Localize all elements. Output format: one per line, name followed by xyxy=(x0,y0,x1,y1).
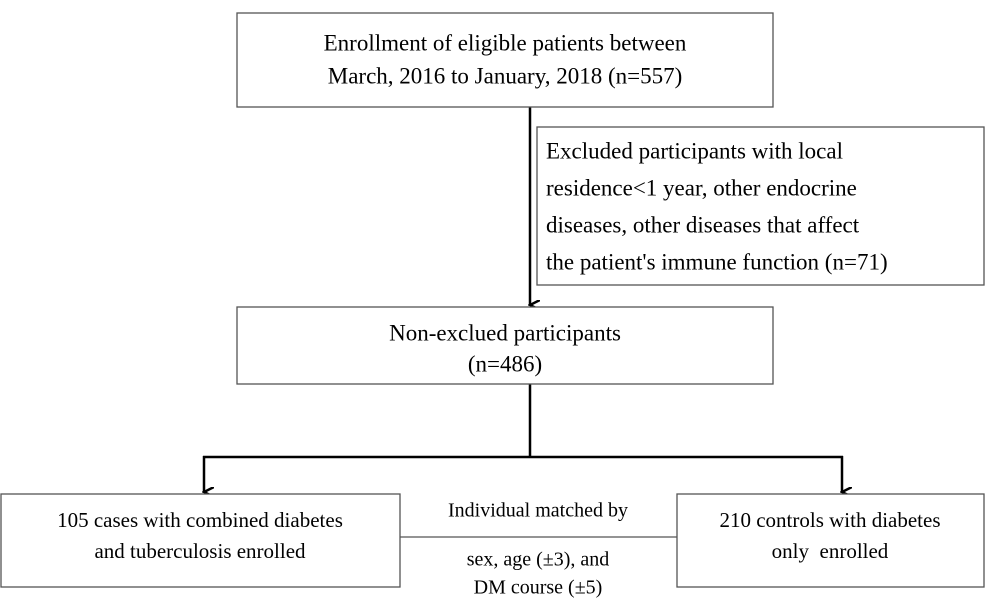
box-text: 210 controls with diabetes xyxy=(719,508,940,532)
excluded-box xyxy=(536,126,985,286)
box-text: 105 cases with combined diabetes xyxy=(57,508,343,532)
controls-box xyxy=(676,493,985,588)
box-text: residence<1 year, other endocrine xyxy=(546,175,857,200)
match-text: sex, age (±3), and xyxy=(467,549,610,571)
box-text: Excluded participants with local xyxy=(546,138,843,163)
box-text: Enrollment of eligible patients between xyxy=(324,30,687,55)
non-excluded-box xyxy=(236,306,774,385)
match-text: Individual matched by xyxy=(448,500,628,522)
box-text: March, 2016 to January, 2018 (n=557) xyxy=(328,63,683,88)
enrollment-box xyxy=(236,12,774,108)
box-text: diseases, other diseases that affect xyxy=(546,212,860,237)
cases-box xyxy=(0,493,401,588)
box-text: and tuberculosis enrolled xyxy=(94,539,306,563)
box-text: the patient's immune function (n=71) xyxy=(546,249,888,274)
box-text: Non-exclued participants xyxy=(389,320,621,345)
match-text: DM course (±5) xyxy=(474,577,603,599)
box-text: (n=486) xyxy=(468,351,542,376)
box-text: only enrolled xyxy=(772,539,889,563)
